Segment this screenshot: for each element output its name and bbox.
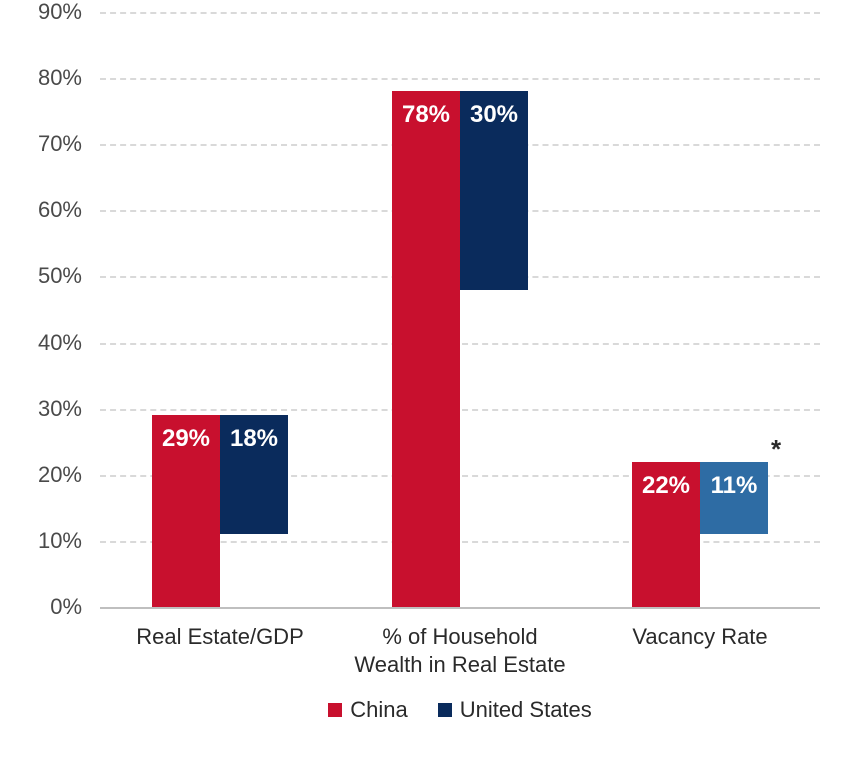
bar-re_gdp-us: 18%	[220, 415, 288, 534]
bar-group-re_gdp: 29% 18%	[152, 415, 288, 607]
bar-value-label: 18%	[230, 415, 278, 453]
asterisk-icon: *	[771, 434, 781, 465]
y-tick-label: 70%	[0, 131, 82, 157]
bar-hh_wealth-china: 78%	[392, 91, 460, 607]
bar-hh_wealth-us: 30%	[460, 91, 528, 289]
legend: China United States	[100, 697, 820, 723]
legend-label: China	[350, 697, 407, 723]
bar-value-label: 30%	[470, 91, 518, 129]
bar-value-label: 29%	[162, 415, 210, 453]
x-category-label: Real Estate/GDP	[100, 623, 340, 651]
legend-item-china: China	[328, 697, 407, 723]
y-tick-label: 80%	[0, 65, 82, 91]
y-tick-label: 60%	[0, 197, 82, 223]
bar-group-vacancy: 22% 11%*	[632, 462, 768, 607]
legend-swatch	[328, 703, 342, 717]
y-tick-label: 30%	[0, 396, 82, 422]
bar-value-label: 22%	[642, 462, 690, 500]
bar-vacancy-china: 22%	[632, 462, 700, 607]
y-tick-label: 20%	[0, 462, 82, 488]
y-tick-label: 90%	[0, 0, 82, 25]
legend-label: United States	[460, 697, 592, 723]
legend-item-us: United States	[438, 697, 592, 723]
y-tick-label: 40%	[0, 330, 82, 356]
bar-value-label: 11%	[711, 462, 758, 500]
y-tick-label: 10%	[0, 528, 82, 554]
bar-group-hh_wealth: 78% 30%	[392, 91, 528, 607]
realestate-bar-chart: 29%18%78%30%22%11%* 0%10%20%30%40%50%60%…	[0, 0, 848, 781]
plot-area: 29%18%78%30%22%11%*	[100, 12, 820, 607]
gridline	[100, 78, 820, 80]
x-axis-line	[100, 607, 820, 609]
bar-vacancy-us: 11%*	[700, 462, 768, 535]
bar-re_gdp-china: 29%	[152, 415, 220, 607]
gridline	[100, 12, 820, 14]
y-tick-label: 50%	[0, 263, 82, 289]
x-category-label: Vacancy Rate	[580, 623, 820, 651]
legend-swatch	[438, 703, 452, 717]
x-category-label: % of Household Wealth in Real Estate	[340, 623, 580, 678]
y-tick-label: 0%	[0, 594, 82, 620]
bar-value-label: 78%	[402, 91, 450, 129]
